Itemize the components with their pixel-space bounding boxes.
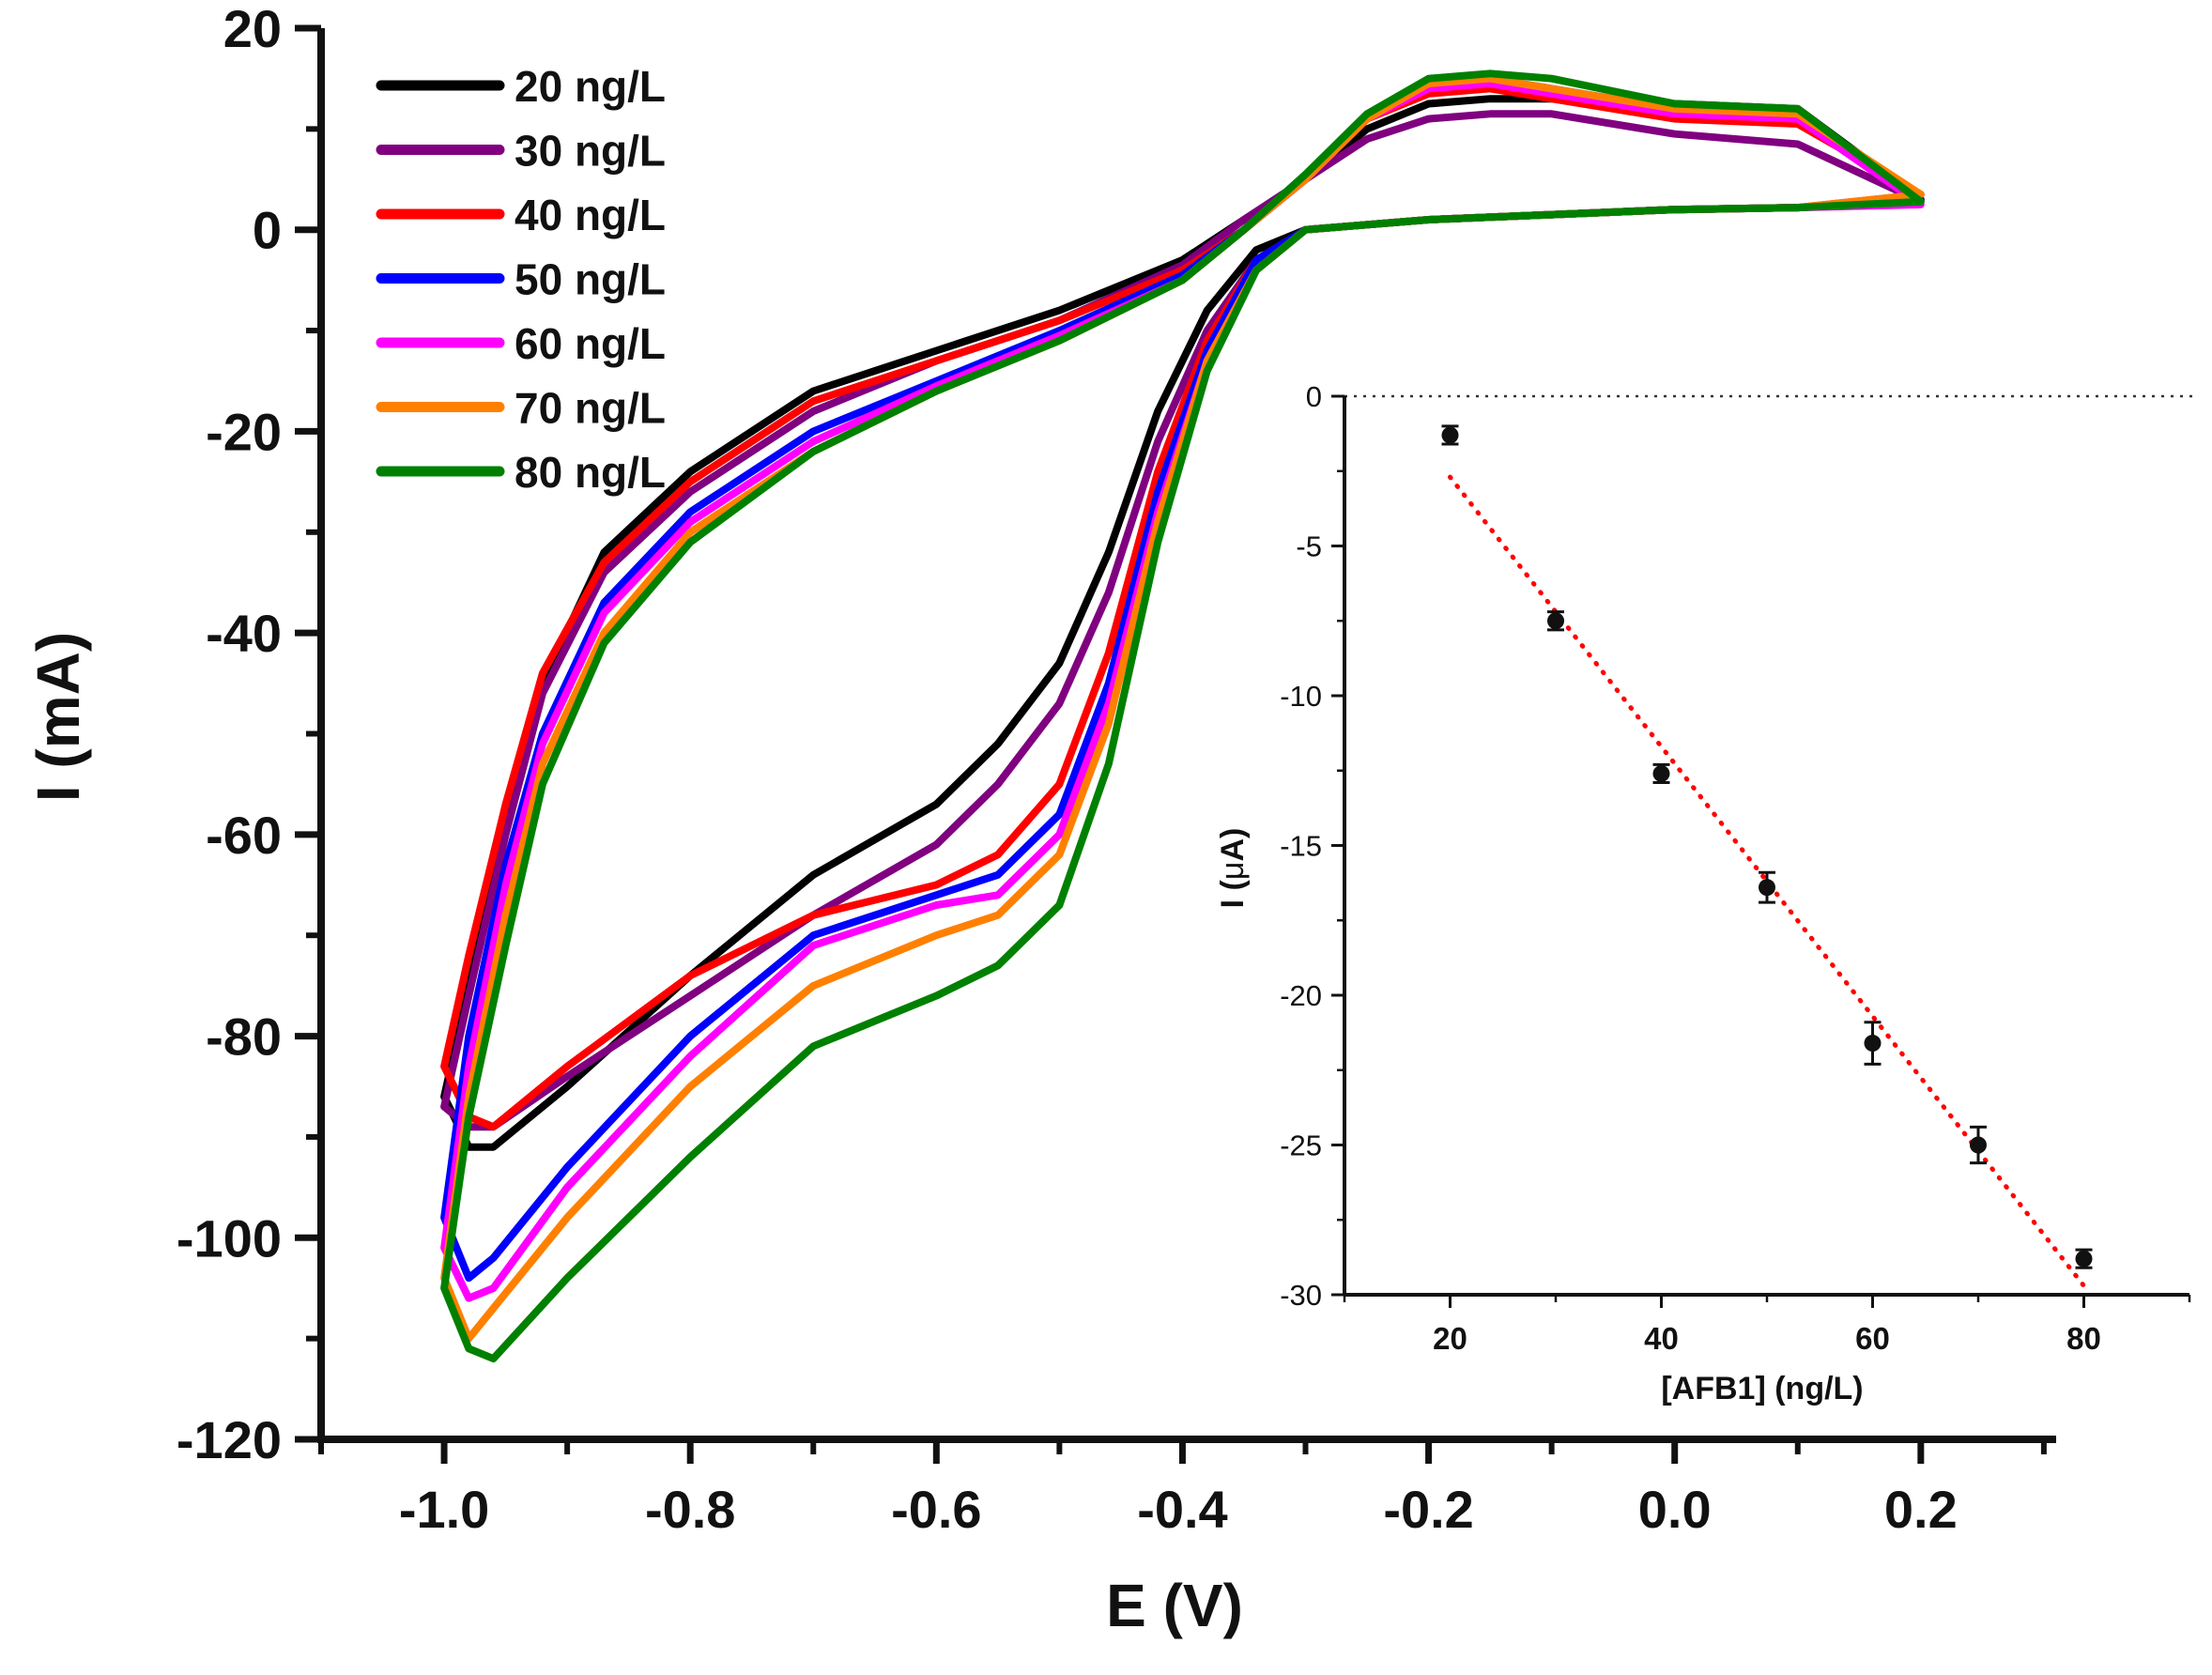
legend-label-0: 20 ng/L: [515, 62, 666, 111]
legend-label-3: 50 ng/L: [515, 255, 666, 304]
legend-label-6: 80 ng/L: [515, 448, 666, 497]
inset-data-point: [1759, 879, 1775, 897]
main-x-tick-label: 0.0: [1638, 1480, 1712, 1539]
inset-y-tick-label: -20: [1280, 979, 1322, 1012]
legend-label-2: 40 ng/L: [515, 191, 666, 239]
main-y-tick-label: 0: [253, 201, 282, 260]
inset-data-point: [1547, 612, 1564, 630]
inset-x-axis-title: [AFB1] (ng/L): [1661, 1371, 1863, 1406]
inset-data-point: [1970, 1136, 1987, 1154]
legend-label-5: 70 ng/L: [515, 384, 666, 433]
inset-y-axis-title-part: μ: [1215, 862, 1251, 881]
inset-y-tick-label: 0: [1306, 380, 1322, 413]
main-x-tick-label: 0.2: [1884, 1480, 1958, 1539]
main-plot-axes: 200-20-40-60-80-100-120-1.0 -0.8 -0.6 -0.4-…: [24, 0, 2056, 1639]
inset-y-tick-label: -10: [1280, 680, 1322, 713]
main-x-axis-title: E (V): [1106, 1572, 1243, 1639]
inset-y-axis-title: I (μA): [1215, 828, 1251, 909]
inset-y-tick-label: -15: [1280, 830, 1322, 863]
inset-data-point: [2075, 1250, 2093, 1268]
inset-y-tick-label: -30: [1280, 1279, 1322, 1312]
inset-x-tick-label: 40: [1644, 1321, 1679, 1356]
main-y-tick-label: -120: [177, 1410, 282, 1469]
main-x-tick-label: -0.2: [1383, 1480, 1474, 1539]
main-y-tick-label: -60: [206, 806, 282, 865]
inset-data-point: [1441, 426, 1459, 444]
inset-data-point: [1652, 764, 1670, 782]
main-y-tick-label: -40: [206, 604, 282, 663]
inset-y-axis-title-part: I (: [1215, 879, 1251, 908]
main-y-tick-label: -80: [206, 1007, 282, 1067]
inset-y-tick-label: -5: [1296, 530, 1322, 563]
main-plot-curves: [440, 69, 1925, 1363]
inset-x-tick-label: 20: [1433, 1321, 1467, 1356]
main-x-tick-label: -0.6: [891, 1480, 982, 1539]
inset-y-tick-label: -25: [1280, 1129, 1322, 1162]
cv-curve-6: [440, 69, 1925, 1363]
inset-calibration-plot: 0 -5 -10 -15 -20 -25 -30 20 40 60 80 [AFB1] (ng/L) I…: [1215, 380, 2197, 1406]
main-x-tick-label: -0.4: [1137, 1480, 1228, 1539]
inset-y-axis-title-part: A): [1215, 828, 1251, 862]
inset-x-tick-label: 80: [2066, 1321, 2101, 1356]
legend-label-1: 30 ng/L: [515, 127, 666, 176]
main-y-tick-label: -20: [206, 402, 282, 461]
main-y-tick-label: 20: [223, 0, 282, 58]
legend-label-4: 60 ng/L: [515, 319, 666, 368]
inset-data-point: [1864, 1035, 1882, 1053]
main-y-tick-label: -100: [177, 1208, 282, 1268]
main-plot-legend: 20 ng/L 30 ng/L 40 ng/L 50 ng/L 60 ng/L 70 ng…: [376, 62, 666, 497]
main-x-tick-label: -0.8: [645, 1480, 736, 1539]
inset-x-tick-label: 60: [1855, 1321, 1890, 1356]
main-y-axis-title: I (mA): [24, 632, 92, 802]
main-x-tick-label: -1.0: [399, 1480, 490, 1539]
